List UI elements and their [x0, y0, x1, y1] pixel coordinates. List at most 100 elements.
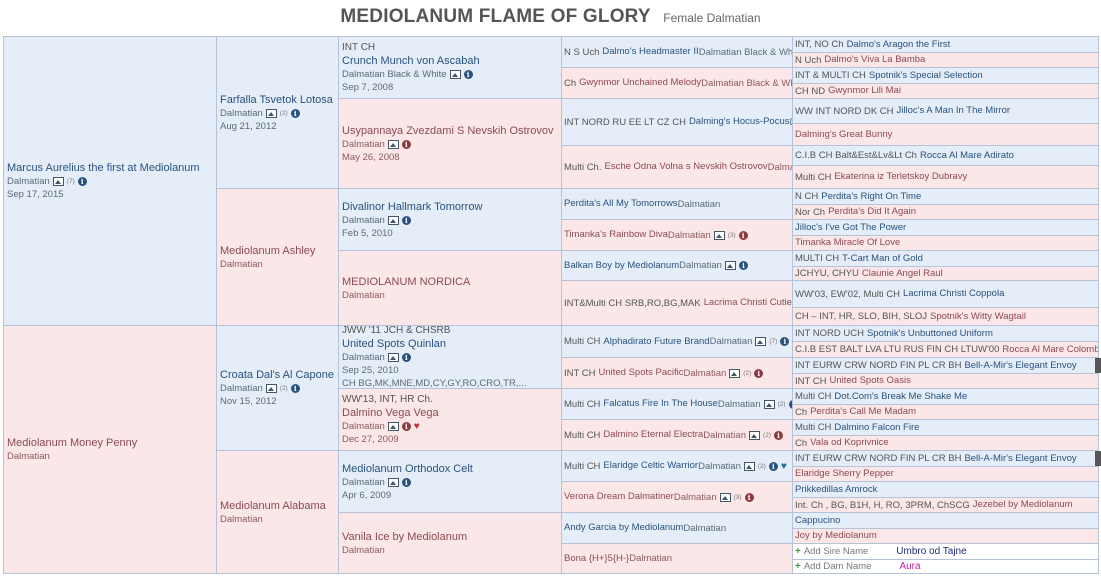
dog-name-link[interactable]: Timanka Miracle Of Love: [795, 237, 901, 248]
breed-label[interactable]: Dalmatian: [7, 176, 50, 187]
photo-icon[interactable]: [743, 461, 755, 471]
info-icon[interactable]: i: [401, 139, 411, 149]
cell-scrollbar[interactable]: [1095, 358, 1101, 373]
breed-label[interactable]: Dalmatian: [220, 107, 263, 119]
breed-label[interactable]: Dalmatian: [709, 336, 753, 347]
dog-name-link[interactable]: Timanka's Rainbow Diva: [564, 229, 668, 240]
breed-label[interactable]: Dalmatian: [342, 352, 385, 363]
dog-name-link[interactable]: Mediolanum Alabama: [220, 499, 326, 512]
info-icon[interactable]: i: [754, 368, 764, 378]
dog-name-link[interactable]: Lacrima Christi Coppola: [902, 288, 1005, 299]
dog-name-link[interactable]: Balkan Boy by Mediolanum: [564, 259, 680, 271]
dog-name-link[interactable]: Dalmo's Viva La Bamba: [824, 54, 926, 65]
photo-icon[interactable]: [387, 477, 399, 487]
info-icon[interactable]: i: [773, 430, 783, 440]
info-icon[interactable]: i: [401, 477, 411, 487]
photo-icon[interactable]: [387, 422, 399, 431]
dog-name-link[interactable]: Lacrima Christi Cutie Pie: [703, 297, 792, 308]
info-icon[interactable]: i: [77, 177, 87, 186]
breed-label[interactable]: Dalmatian: [789, 116, 792, 129]
dog-name-link[interactable]: Dalmino Vega Vega: [342, 407, 439, 419]
breed-label[interactable]: Dalmatian: [7, 451, 50, 462]
dog-name-link[interactable]: Dalmo's Aragon the First: [846, 38, 951, 50]
dog-name-link[interactable]: Perdita's All My Tomorrows: [564, 198, 678, 209]
breed-label[interactable]: Dalmatian: [220, 513, 263, 525]
dog-name-link[interactable]: Gwynmor Lili Mai: [828, 85, 901, 96]
dog-name-link[interactable]: Bona {H+}5{H-}: [564, 552, 630, 564]
info-icon[interactable]: i: [290, 384, 300, 393]
breed-label[interactable]: Dalmatian: [703, 429, 746, 441]
dog-name-link[interactable]: Mediolanum Ashley: [220, 244, 316, 257]
photo-icon[interactable]: [763, 399, 775, 409]
info-icon[interactable]: i: [401, 215, 411, 225]
photo-icon[interactable]: [713, 230, 725, 240]
breed-label[interactable]: Dalmatian: [679, 260, 722, 271]
dog-name-link[interactable]: United Spots Pacific: [598, 367, 684, 378]
photo-icon[interactable]: [755, 337, 767, 346]
info-icon[interactable]: i: [401, 422, 411, 431]
breed-label[interactable]: Dalmatian: [342, 476, 385, 488]
dog-name-link[interactable]: Farfalla Tsvetok Lotosa: [220, 93, 333, 106]
photo-icon[interactable]: [749, 430, 760, 440]
dog-name-link[interactable]: MEDIOLANUM NORDICA: [342, 275, 471, 288]
dog-name-link[interactable]: Rocca Al Mare Colombine: [1002, 343, 1099, 355]
breed-label[interactable]: Dalmatian Black & White: [767, 161, 792, 173]
dog-name-link[interactable]: Spotnik's Special Selection: [868, 69, 983, 81]
dog-name-link[interactable]: Dalmino Eternal Electra: [603, 429, 704, 440]
dog-name-link[interactable]: Joy by Mediolanum: [795, 530, 877, 541]
breed-label[interactable]: Dalmatian: [667, 229, 711, 241]
photo-icon[interactable]: [724, 261, 736, 270]
breed-label[interactable]: Dalmatian: [717, 398, 761, 410]
dog-name-link[interactable]: Ekaterina iz Terletskoy Dubravy: [834, 171, 968, 182]
dog-name-link[interactable]: Marcus Aurelius the first at Mediolanum: [7, 162, 200, 174]
info-icon[interactable]: i: [744, 492, 754, 502]
dog-name-link[interactable]: Rocca Al Mare Adirato: [919, 149, 1014, 161]
breed-label[interactable]: Dalmatian: [698, 460, 741, 472]
dog-name-link[interactable]: Jilloc's I've Got The Power: [795, 221, 907, 233]
breed-label[interactable]: Dalmatian: [673, 491, 717, 503]
dog-name-link[interactable]: Dalming's Great Bunny: [795, 128, 893, 140]
info-icon[interactable]: i: [290, 108, 300, 118]
breed-label[interactable]: Dalmatian: [220, 258, 263, 270]
dog-name-link[interactable]: Jezebel by Mediolanum: [972, 499, 1073, 510]
breed-label[interactable]: Dalmatian: [342, 421, 385, 432]
dog-name-link[interactable]: Verona Dream Dalmatiner: [564, 491, 674, 502]
breed-label[interactable]: Dalmatian Black & White: [342, 69, 447, 80]
photo-icon[interactable]: [449, 70, 461, 79]
breed-label[interactable]: Dalmatian: [342, 138, 385, 150]
photo-icon[interactable]: [729, 368, 741, 378]
dog-name-link[interactable]: Alphadirato Future Brand: [603, 335, 710, 347]
info-icon[interactable]: i: [768, 461, 778, 471]
photo-icon[interactable]: [387, 353, 399, 362]
photo-icon[interactable]: [719, 492, 731, 502]
dog-name-link[interactable]: Elaridge Sherry Pepper: [795, 468, 894, 479]
dog-name-link[interactable]: United Spots Quinlan: [342, 338, 446, 350]
add-icon[interactable]: +: [795, 546, 801, 557]
dog-name-link[interactable]: Vanila Ice by Mediolanum: [342, 530, 468, 543]
dog-name-link[interactable]: Spotnik's Witty Wagtail: [929, 310, 1026, 322]
dog-name-link[interactable]: Divalinor Hallmark Tomorrow: [342, 200, 483, 213]
info-icon[interactable]: i: [401, 353, 411, 362]
dog-name-link[interactable]: Falcatus Fire In The House: [603, 398, 718, 409]
dog-name-link[interactable]: Gwynmor Unchained Melody: [579, 77, 702, 88]
health-heart-icon[interactable]: ♥: [780, 460, 787, 472]
breed-label[interactable]: Dalmatian Black & White: [698, 46, 793, 58]
dog-name-link[interactable]: Cappucino: [795, 514, 841, 526]
dog-name-link[interactable]: Croata Dal's Al Capone: [220, 369, 334, 381]
dog-name-link[interactable]: Crunch Munch von Ascabah: [342, 55, 480, 67]
photo-icon[interactable]: [52, 177, 64, 186]
photo-icon[interactable]: [265, 108, 277, 118]
dog-name-link[interactable]: Bell-A-Mir's Elegant Envoy: [964, 359, 1077, 371]
add-icon[interactable]: +: [795, 561, 801, 572]
photo-icon[interactable]: [265, 384, 277, 393]
dog-name-link[interactable]: Perdita's Call Me Madam: [810, 406, 916, 417]
dog-name-link[interactable]: Vala od Koprivnice: [810, 437, 889, 448]
info-icon[interactable]: i: [780, 337, 790, 346]
dog-name-link[interactable]: Dalming's Hocus-Pocus: [688, 116, 790, 127]
breed-label[interactable]: Dalmatian: [220, 383, 263, 394]
dog-name-link[interactable]: Spotnik's Unbuttoned Uniform: [866, 327, 993, 339]
dog-name-link[interactable]: Esche Odna Volna s Nevskih Ostrovov: [604, 161, 768, 172]
dog-name-link[interactable]: United Spots Oasis: [829, 375, 911, 386]
dog-name-link[interactable]: T-Cart Man of Gold: [842, 252, 923, 264]
add-sire-name-link[interactable]: Add Sire Name: [803, 546, 869, 557]
